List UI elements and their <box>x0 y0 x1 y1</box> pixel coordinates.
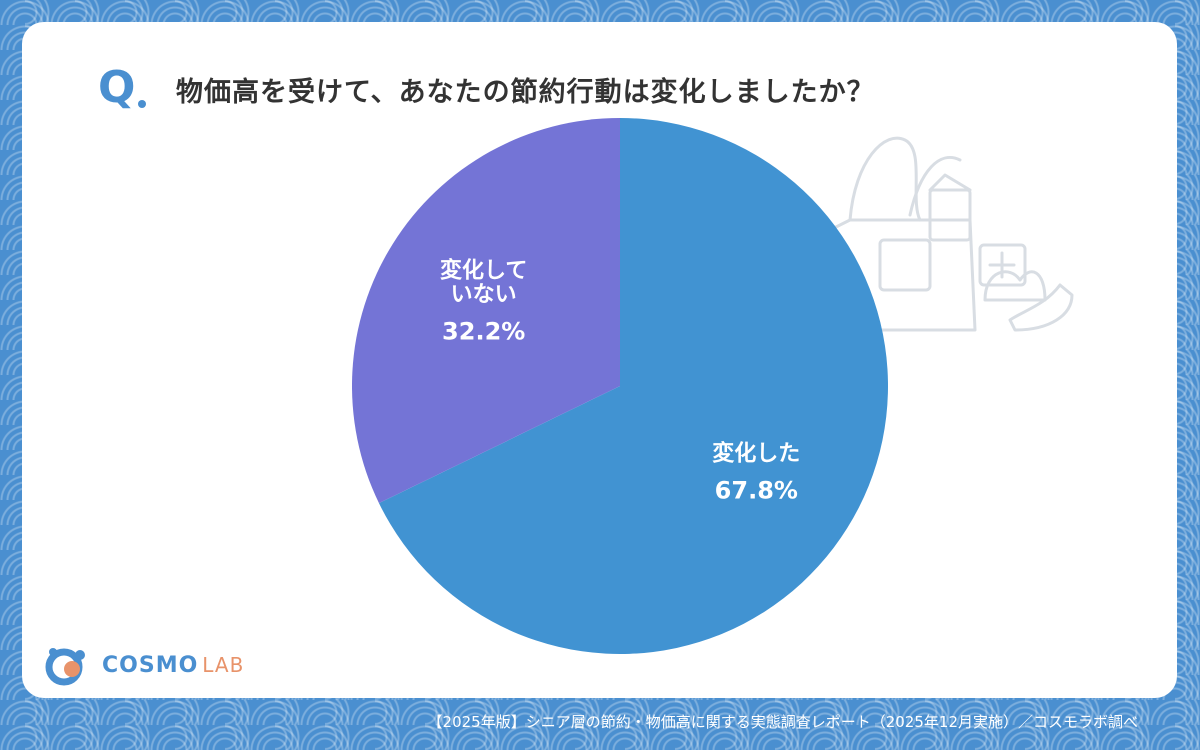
question-title: 物価高を受けて、あなたの節約行動は変化しましたか？ <box>176 77 875 108</box>
logo-brand: COSMO <box>102 652 199 678</box>
logo-wordmark: COSMO LAB <box>102 653 244 678</box>
pie-value-label: 67.8% <box>715 476 798 504</box>
pie-label-text: 変化した <box>712 440 800 466</box>
pie-label-0: 変化した 67.8% <box>712 440 800 504</box>
logo-suffix: LAB <box>202 652 245 677</box>
logo-icon <box>45 648 85 686</box>
pie-value-label: 32.2% <box>442 318 525 346</box>
pie-label-text: 変化して <box>440 258 527 284</box>
pie-slice-1 <box>352 118 620 504</box>
source-footer: 【2025年版】シニア層の節約・物価高に関する実態調査レポート（2025年12月… <box>427 713 1138 731</box>
question-marker-dot <box>138 100 146 108</box>
pie-label-text: いない <box>451 283 517 308</box>
pie-slice-0 <box>378 118 888 654</box>
cosmo-lab-logo: COSMO LAB <box>44 643 244 687</box>
question-marker: Q <box>98 62 136 113</box>
